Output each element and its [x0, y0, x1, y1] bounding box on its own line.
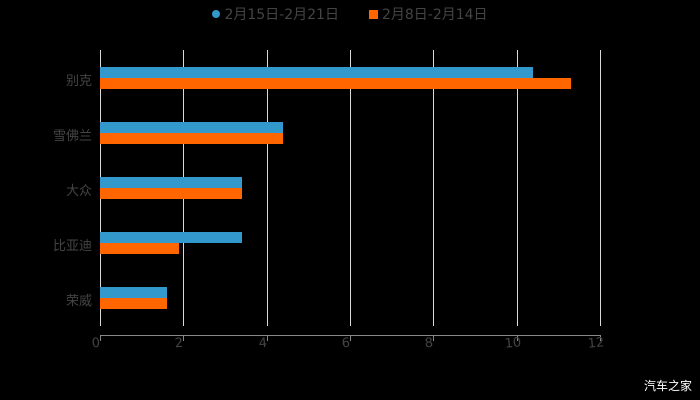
bar-series-2[interactable] [100, 298, 167, 309]
x-tick-label: 12 [587, 335, 605, 352]
legend-circle-icon [212, 10, 221, 18]
watermark: 汽车之家 [643, 379, 692, 393]
bar-series-2[interactable] [100, 133, 284, 144]
plot-area [100, 50, 601, 326]
legend-label: 2月15日-2月21日 [224, 7, 339, 23]
x-tick [100, 335, 101, 341]
x-tick-label: 8 [424, 335, 435, 352]
x-tick-label: 2 [174, 335, 185, 352]
gridline [516, 50, 518, 326]
category-label: 大众 [65, 184, 92, 199]
category-label: 荣威 [65, 294, 92, 309]
gridline [600, 50, 601, 326]
category-label: 别克 [65, 74, 92, 89]
bar-series-1[interactable] [100, 67, 534, 78]
bar-series-1[interactable] [100, 122, 284, 133]
x-tick-label: 4 [257, 335, 268, 352]
chart-legend: 2月15日-2月21日 2月8日-2月14日 [0, 4, 700, 24]
bar-series-2[interactable] [100, 243, 180, 254]
legend-label: 2月8日-2月14日 [381, 7, 488, 23]
gridline [266, 50, 268, 326]
bar-series-1[interactable] [100, 287, 167, 298]
bar-series-2[interactable] [100, 188, 242, 199]
category-label: 比亚迪 [52, 239, 92, 254]
legend-square-icon [368, 9, 378, 19]
x-tick [350, 335, 351, 341]
x-tick [600, 335, 601, 341]
x-tick [433, 335, 435, 341]
legend-item-series-1[interactable]: 2月15日-2月21日 [212, 4, 339, 24]
x-tick-label: 10 [503, 335, 522, 352]
x-tick [516, 335, 518, 341]
gridline [433, 50, 435, 326]
bar-series-1[interactable] [100, 232, 242, 243]
x-tick [183, 335, 185, 341]
x-tick [266, 335, 268, 341]
gridline [350, 50, 351, 326]
legend-item-series-2[interactable]: 2月8日-2月14日 [368, 4, 488, 24]
category-label: 雪佛兰 [52, 129, 92, 144]
bar-series-1[interactable] [100, 177, 242, 188]
x-tick-label: 6 [341, 335, 351, 352]
x-tick-label: 0 [91, 335, 101, 352]
bar-series-2[interactable] [100, 78, 571, 89]
